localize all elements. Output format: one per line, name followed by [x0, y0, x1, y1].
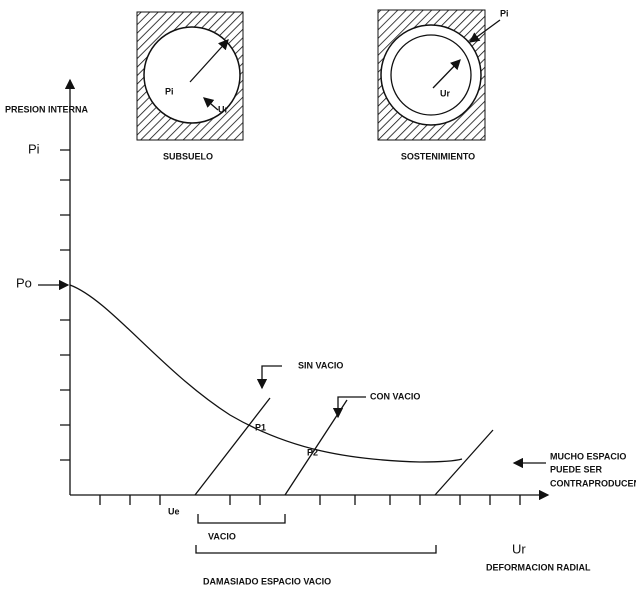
pressure-label: Pi: [165, 86, 174, 96]
y-axis-title: PRESION INTERNA: [5, 104, 89, 114]
y-axis-label: Pi: [28, 141, 40, 156]
deformation-label: Ur: [218, 104, 228, 114]
caption: SUBSUELO: [163, 151, 213, 161]
point-label: P2: [307, 447, 318, 457]
elastic-mark: Ue: [168, 506, 180, 516]
x-axis-title: DEFORMACION RADIAL: [486, 562, 591, 572]
support-line: [195, 398, 270, 495]
inset-support: Pi Ur SOSTENIMIENTO: [378, 8, 509, 161]
diagram: Pi Ur SUBSUELO Pi Ur SOSTENIMIENTO PRESI…: [0, 0, 636, 594]
ground-curve: [70, 285, 462, 462]
callout-arrow: [262, 366, 282, 388]
excess-bracket: [196, 545, 436, 553]
callout: MUCHO ESPACIO: [550, 451, 626, 461]
x-axis-label: Ur: [512, 541, 526, 556]
caption: SOSTENIMIENTO: [401, 151, 475, 161]
excess-label: DAMASIADO ESPACIO VACIO: [203, 576, 331, 586]
point-label: P1: [255, 422, 266, 432]
pressure-label: Pi: [500, 8, 509, 18]
callout: CONTRAPRODUCENTE: [550, 478, 636, 488]
gap-bracket: [198, 514, 285, 523]
gap-label: VACIO: [208, 531, 236, 541]
callout: PUEDE SER: [550, 464, 603, 474]
axes: [38, 80, 548, 505]
callout: CON VACIO: [370, 391, 420, 401]
deformation-label: Ur: [440, 88, 450, 98]
inset-ground: Pi Ur SUBSUELO: [137, 12, 243, 161]
initial-pressure: Po: [16, 275, 32, 290]
support-line: [435, 430, 493, 495]
callout: SIN VACIO: [298, 360, 343, 370]
